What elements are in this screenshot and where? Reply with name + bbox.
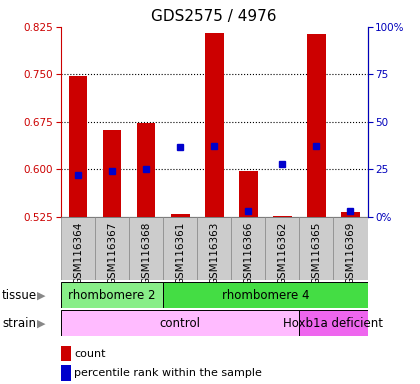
Bar xyxy=(197,217,231,280)
Text: GSM116365: GSM116365 xyxy=(311,222,321,285)
Text: control: control xyxy=(160,317,201,330)
Bar xyxy=(95,217,129,280)
Text: strain: strain xyxy=(2,317,36,330)
Text: GSM116368: GSM116368 xyxy=(141,222,151,285)
Text: Hoxb1a deficient: Hoxb1a deficient xyxy=(284,317,383,330)
Bar xyxy=(136,123,155,217)
Bar xyxy=(61,282,163,308)
Bar xyxy=(61,217,95,280)
Text: GSM116362: GSM116362 xyxy=(277,222,287,285)
Bar xyxy=(333,217,368,280)
Bar xyxy=(239,171,257,217)
Text: rhombomere 2: rhombomere 2 xyxy=(68,289,156,302)
Text: ▶: ▶ xyxy=(37,318,45,328)
Text: GSM116369: GSM116369 xyxy=(346,222,355,285)
Text: percentile rank within the sample: percentile rank within the sample xyxy=(74,368,262,378)
Bar xyxy=(102,129,121,217)
Bar xyxy=(205,33,223,217)
Bar xyxy=(299,217,333,280)
Text: GSM116367: GSM116367 xyxy=(107,222,117,285)
Bar xyxy=(231,217,265,280)
Text: rhombomere 4: rhombomere 4 xyxy=(222,289,309,302)
Bar xyxy=(273,216,292,217)
Text: tissue: tissue xyxy=(2,289,37,302)
Bar xyxy=(341,212,360,217)
Bar xyxy=(61,310,299,336)
Bar xyxy=(68,76,87,217)
Text: count: count xyxy=(74,349,106,359)
Bar xyxy=(307,35,326,217)
Bar xyxy=(265,217,299,280)
Text: GSM116363: GSM116363 xyxy=(209,222,219,285)
Bar xyxy=(163,217,197,280)
Text: GSM116364: GSM116364 xyxy=(73,222,83,285)
Bar xyxy=(299,310,368,336)
Bar xyxy=(163,282,368,308)
Bar xyxy=(171,214,189,217)
Text: GSM116361: GSM116361 xyxy=(175,222,185,285)
Bar xyxy=(129,217,163,280)
Title: GDS2575 / 4976: GDS2575 / 4976 xyxy=(152,9,277,24)
Text: ▶: ▶ xyxy=(37,290,45,300)
Text: GSM116366: GSM116366 xyxy=(243,222,253,285)
